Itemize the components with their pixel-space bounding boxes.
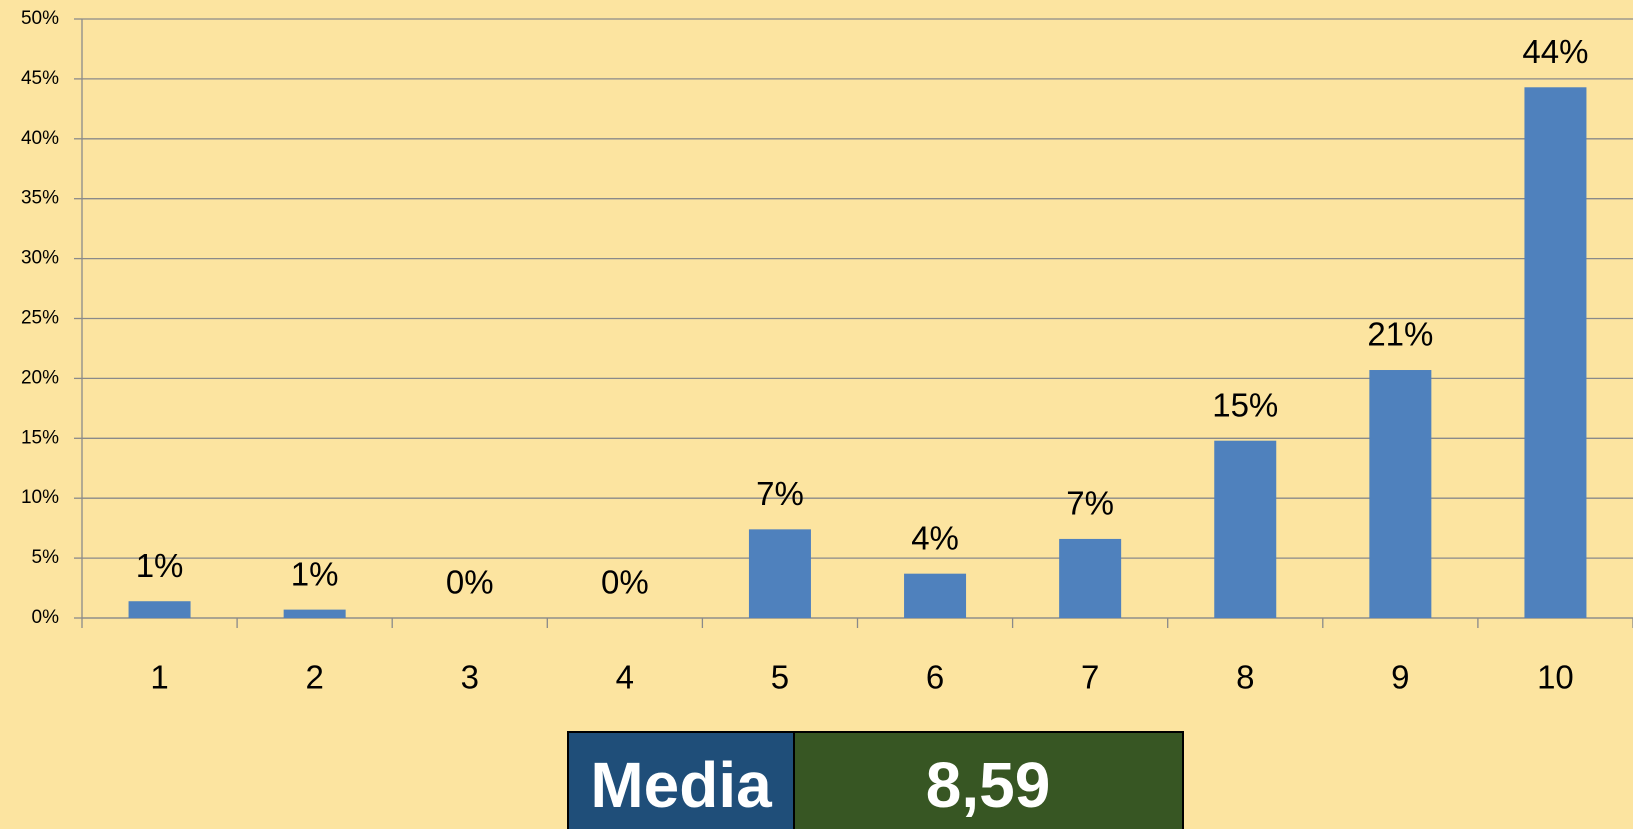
x-tick-label: 1 bbox=[150, 659, 168, 696]
y-tick-label: 20% bbox=[21, 367, 59, 388]
bar bbox=[1369, 370, 1432, 618]
x-tick-label: 2 bbox=[305, 659, 323, 696]
value-label: 1% bbox=[136, 547, 184, 584]
bar bbox=[1524, 87, 1587, 618]
y-tick-label: 30% bbox=[21, 248, 59, 269]
value-label: 7% bbox=[1066, 485, 1114, 522]
value-label: 0% bbox=[601, 564, 649, 601]
bar bbox=[283, 609, 346, 618]
x-tick-label: 6 bbox=[926, 659, 944, 696]
y-tick-label: 25% bbox=[21, 308, 59, 329]
y-tick-label: 40% bbox=[21, 128, 59, 149]
x-tick-label: 10 bbox=[1537, 659, 1574, 696]
y-tick-label: 15% bbox=[21, 427, 59, 448]
x-tick-label: 8 bbox=[1236, 659, 1254, 696]
value-label: 1% bbox=[291, 555, 339, 592]
y-tick-label: 10% bbox=[21, 487, 59, 508]
media-value: 8,59 bbox=[926, 749, 1051, 821]
bar bbox=[748, 529, 811, 618]
y-tick-label: 35% bbox=[21, 188, 59, 209]
x-tick-label: 4 bbox=[616, 659, 634, 696]
bar bbox=[1059, 538, 1122, 618]
value-label: 15% bbox=[1212, 386, 1278, 423]
media-label: Media bbox=[590, 749, 772, 821]
bar bbox=[904, 573, 967, 618]
bar bbox=[128, 601, 191, 618]
x-tick-label: 9 bbox=[1391, 659, 1409, 696]
value-label: 0% bbox=[446, 564, 494, 601]
y-tick-label: 0% bbox=[32, 607, 60, 628]
y-tick-label: 50% bbox=[21, 8, 59, 29]
value-label: 7% bbox=[756, 475, 804, 512]
value-label: 4% bbox=[911, 519, 959, 556]
x-tick-label: 3 bbox=[461, 659, 479, 696]
value-label: 44% bbox=[1522, 33, 1588, 70]
media-label-box bbox=[567, 731, 795, 829]
y-tick-label: 5% bbox=[32, 547, 60, 568]
x-tick-label: 5 bbox=[771, 659, 789, 696]
x-tick-label: 7 bbox=[1081, 659, 1099, 696]
bar bbox=[1214, 440, 1277, 618]
media-value-box bbox=[793, 731, 1184, 829]
value-label: 21% bbox=[1367, 316, 1433, 353]
y-tick-label: 45% bbox=[21, 68, 59, 89]
